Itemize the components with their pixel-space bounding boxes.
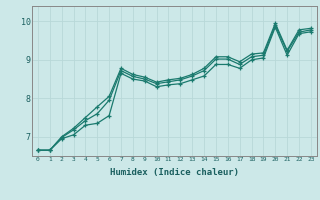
- X-axis label: Humidex (Indice chaleur): Humidex (Indice chaleur): [110, 168, 239, 177]
